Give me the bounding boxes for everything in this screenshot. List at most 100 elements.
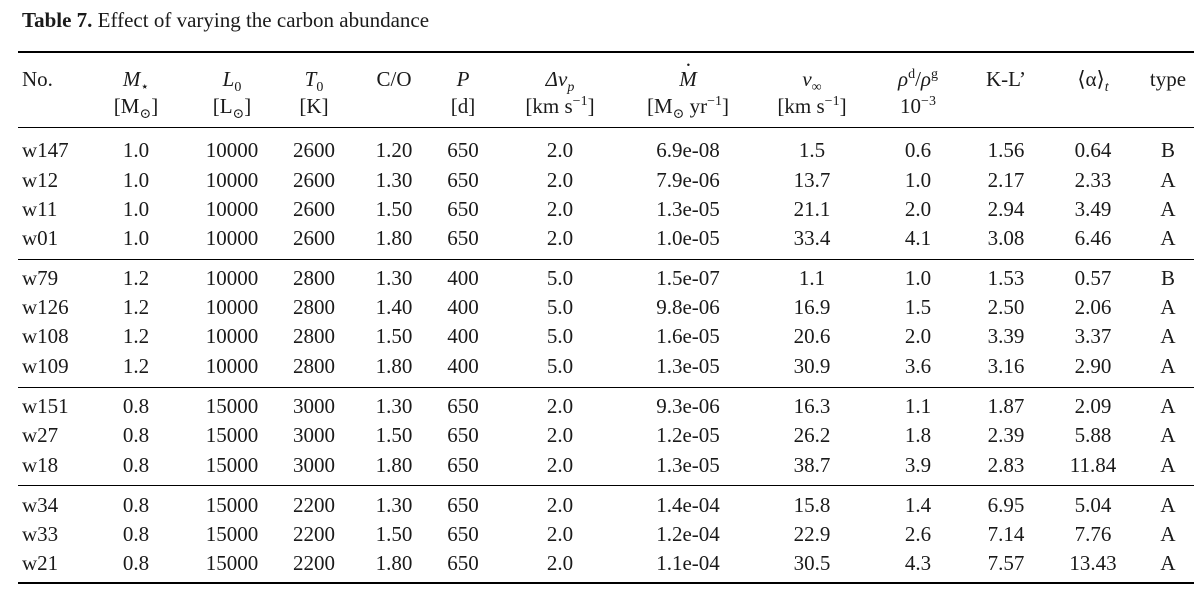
cell-stellar-mass: 1.0 [122,138,150,162]
cell-alpha: 3.49 [1074,197,1112,221]
table-row: w11 1.0 10000 2600 1.50 650 2.0 1.3e-05 21.1 2.0 2… [0,195,1200,224]
cell-c-o-ratio: 1.50 [375,423,413,447]
table-row: w126 1.2 10000 2800 1.40 400 5.0 9.8e-06 16.9 1.5… [0,293,1200,322]
cell-k-l-color: 1.56 [987,138,1025,162]
cell-luminosity: 15000 [205,493,259,517]
cell-piston-velocity: 2.0 [546,493,574,517]
cell-dust-gas-ratio: 0.6 [904,138,932,162]
cell-temperature: 2600 [293,197,335,221]
cell-wind-type: A [1160,354,1176,378]
cell-model-id: w01 [22,226,59,250]
cell-period: 650 [447,168,479,192]
cell-model-id: w12 [22,168,59,192]
cell-wind-type: A [1160,453,1176,477]
cell-dust-gas-ratio: 1.1 [904,394,932,418]
cell-stellar-mass: 1.2 [122,266,150,290]
cell-model-id: w151 [22,394,69,418]
top-rule [18,51,1194,53]
cell-k-l-color: 3.16 [987,354,1025,378]
cell-wind-velocity: 1.1 [798,266,826,290]
cell-c-o-ratio: 1.40 [375,295,413,319]
cell-alpha: 2.09 [1074,394,1112,418]
cell-wind-velocity: 20.6 [793,324,831,348]
table-row: w109 1.2 10000 2800 1.80 400 5.0 1.3e-05 30.9 3.6… [0,352,1200,381]
cell-mass-loss-rate: 1.4e-04 [656,493,720,517]
cell-model-id: w108 [22,324,69,348]
cell-wind-velocity: 38.7 [793,453,831,477]
cell-stellar-mass: 0.8 [122,522,150,546]
cell-period: 650 [447,453,479,477]
cell-mass-loss-rate: 9.3e-06 [656,394,720,418]
cell-wind-type: A [1160,394,1176,418]
cell-wind-type: B [1160,138,1175,162]
cell-period: 400 [447,295,479,319]
cell-temperature: 3000 [293,453,335,477]
cell-piston-velocity: 2.0 [546,197,574,221]
cell-stellar-mass: 1.0 [122,197,150,221]
cell-stellar-mass: 0.8 [122,394,150,418]
cell-c-o-ratio: 1.80 [375,226,413,250]
cell-stellar-mass: 0.8 [122,551,150,575]
cell-wind-type: A [1160,226,1176,250]
cell-model-id: w11 [22,197,58,221]
cell-model-id: w79 [22,266,59,290]
header-rule [18,127,1194,128]
cell-period: 650 [447,197,479,221]
cell-temperature: 2600 [293,168,335,192]
header-k-l-color: K-L’ [985,67,1027,91]
cell-mass-loss-rate: 1.6e-05 [656,324,720,348]
cell-mass-loss-rate: 6.9e-08 [656,138,720,162]
cell-c-o-ratio: 1.50 [375,197,413,221]
cell-wind-type: A [1160,324,1176,348]
cell-dust-gas-ratio: 3.6 [904,354,932,378]
cell-alpha: 0.57 [1074,266,1112,290]
header-co: C/O [376,67,412,91]
cell-alpha: 2.90 [1074,354,1112,378]
cell-dust-gas-ratio: 4.1 [904,226,932,250]
group-rule [18,387,1194,388]
cell-mass-loss-rate: 1.0e-05 [656,226,720,250]
cell-dust-gas-ratio: 1.4 [904,493,932,517]
cell-alpha: 6.46 [1074,226,1112,250]
table-row: w27 0.8 15000 3000 1.50 650 2.0 1.2e-05 26.2 1.8 2… [0,421,1200,450]
cell-dust-gas-ratio: 1.5 [904,295,932,319]
cell-temperature: 2800 [293,324,335,348]
cell-mass-loss-rate: 1.3e-05 [656,453,720,477]
cell-period: 650 [447,493,479,517]
header-wind-velocity: v∞ [km s−1] [777,67,847,118]
cell-model-id: w126 [22,295,69,319]
header-period: P [d] [450,67,476,118]
cell-wind-velocity: 30.5 [793,551,831,575]
cell-period: 650 [447,522,479,546]
cell-temperature: 2600 [293,226,335,250]
cell-dust-gas-ratio: 2.0 [904,324,932,348]
cell-wind-velocity: 30.9 [793,354,831,378]
cell-temperature: 2200 [293,551,335,575]
header-delta-v: Δvp [km s−1] [525,67,595,118]
cell-period: 400 [447,324,479,348]
cell-temperature: 2200 [293,522,335,546]
cell-model-id: w109 [22,354,69,378]
cell-wind-type: A [1160,551,1176,575]
cell-c-o-ratio: 1.80 [375,551,413,575]
cell-k-l-color: 3.39 [987,324,1025,348]
table-row: w18 0.8 15000 3000 1.80 650 2.0 1.3e-05 38.7 3.9 2… [0,451,1200,480]
header-luminosity: L0 [L⊙] [212,67,252,123]
cell-piston-velocity: 5.0 [546,266,574,290]
cell-stellar-mass: 0.8 [122,453,150,477]
cell-wind-type: A [1160,168,1176,192]
cell-period: 650 [447,394,479,418]
cell-period: 400 [447,266,479,290]
cell-c-o-ratio: 1.80 [375,354,413,378]
cell-luminosity: 10000 [205,295,259,319]
cell-luminosity: 15000 [205,423,259,447]
cell-piston-velocity: 5.0 [546,354,574,378]
cell-luminosity: 15000 [205,394,259,418]
table-caption: Table 7. Effect of varying the carbon ab… [22,8,429,33]
table-row: w12 1.0 10000 2600 1.30 650 2.0 7.9e-06 13.7 1.0 2… [0,166,1200,195]
cell-luminosity: 10000 [205,266,259,290]
cell-k-l-color: 6.95 [987,493,1025,517]
cell-model-id: w18 [22,453,59,477]
cell-luminosity: 10000 [205,168,259,192]
cell-temperature: 2800 [293,354,335,378]
